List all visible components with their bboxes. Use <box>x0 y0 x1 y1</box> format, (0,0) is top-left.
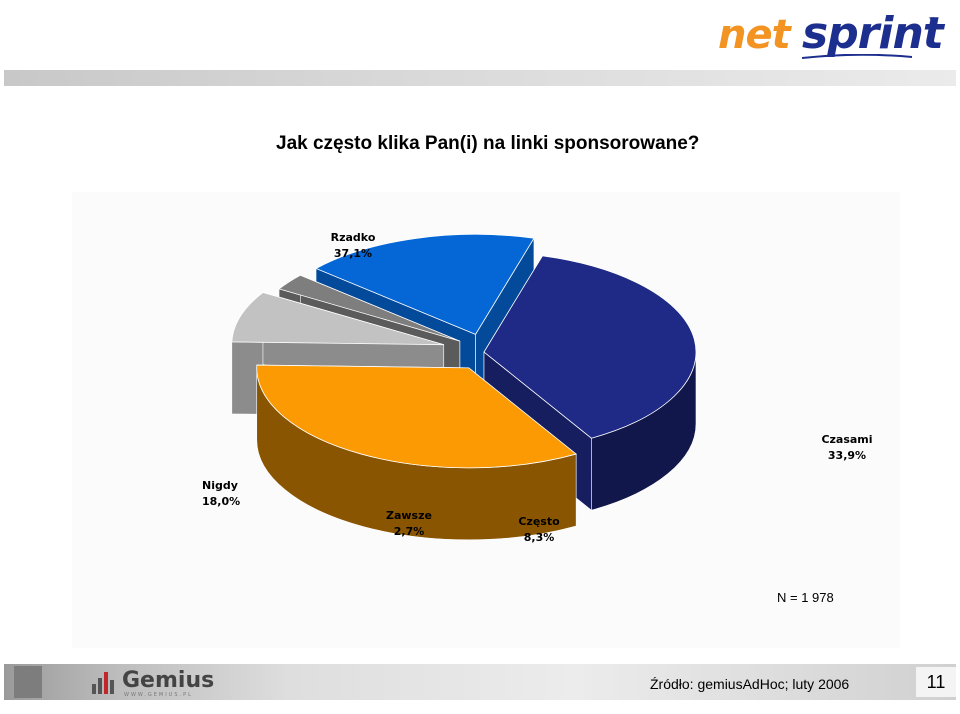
logo-net-text: net <box>718 12 791 58</box>
logo-sprint-text: sprint <box>802 8 944 59</box>
slice-category-label: Czasami <box>821 433 873 446</box>
slice-value-label: 2,7% <box>393 525 425 538</box>
footer-bar <box>4 664 956 700</box>
pie-slice-top <box>256 364 578 469</box>
pie-chart <box>231 233 697 541</box>
gemius-logo-text: Gemius <box>122 668 215 693</box>
header-divider-bar <box>4 70 956 86</box>
pie-slice-czasami <box>256 364 578 541</box>
logo-swoosh-icon <box>802 54 912 59</box>
page-number: 11 <box>916 667 956 697</box>
slice-value-label: 37,1% <box>333 247 373 260</box>
slice-label-czesto: Często 8,3% <box>496 514 582 546</box>
slice-label-zawsze: Zawsze 2,7% <box>366 508 452 540</box>
slice-category-label: Często <box>518 515 560 528</box>
gemius-logo-tagline: WWW.GEMIUS.PL <box>124 692 193 698</box>
pie-slice-top <box>483 255 697 439</box>
slice-label-rzadko: Rzadko 37,1% <box>310 230 396 262</box>
slice-value-label: 8,3% <box>523 531 555 544</box>
logo-tm-mark: ™ <box>928 16 936 25</box>
slide-title: Jak często klika Pan(i) na linki sponsor… <box>276 133 700 154</box>
pie-slice-top <box>315 233 535 335</box>
slice-category-label: Nigdy <box>202 479 238 492</box>
gemius-bars-icon <box>92 672 118 694</box>
footer-accent-block <box>14 666 42 698</box>
slice-label-czasami: Czasami 33,9% <box>800 432 894 464</box>
pie-slice-top <box>278 274 460 342</box>
pie-slice-top <box>231 292 444 346</box>
sample-size-note: N = 1 978 <box>777 590 834 605</box>
netsprint-logo: net sprint ™ <box>718 4 954 64</box>
slice-value-label: 33,9% <box>827 449 867 462</box>
chart-panel: Rzadko 37,1% Czasami 33,9% Często 8,3% Z… <box>72 192 900 648</box>
slice-category-label: Rzadko <box>330 231 376 244</box>
slice-label-nigdy: Nigdy 18,0% <box>202 478 274 510</box>
slice-value-label: 18,0% <box>202 495 241 508</box>
source-note: Źródło: gemiusAdHoc; luty 2006 <box>650 676 850 692</box>
slice-category-label: Zawsze <box>386 509 432 522</box>
gemius-logo: Gemius WWW.GEMIUS.PL <box>92 668 232 698</box>
